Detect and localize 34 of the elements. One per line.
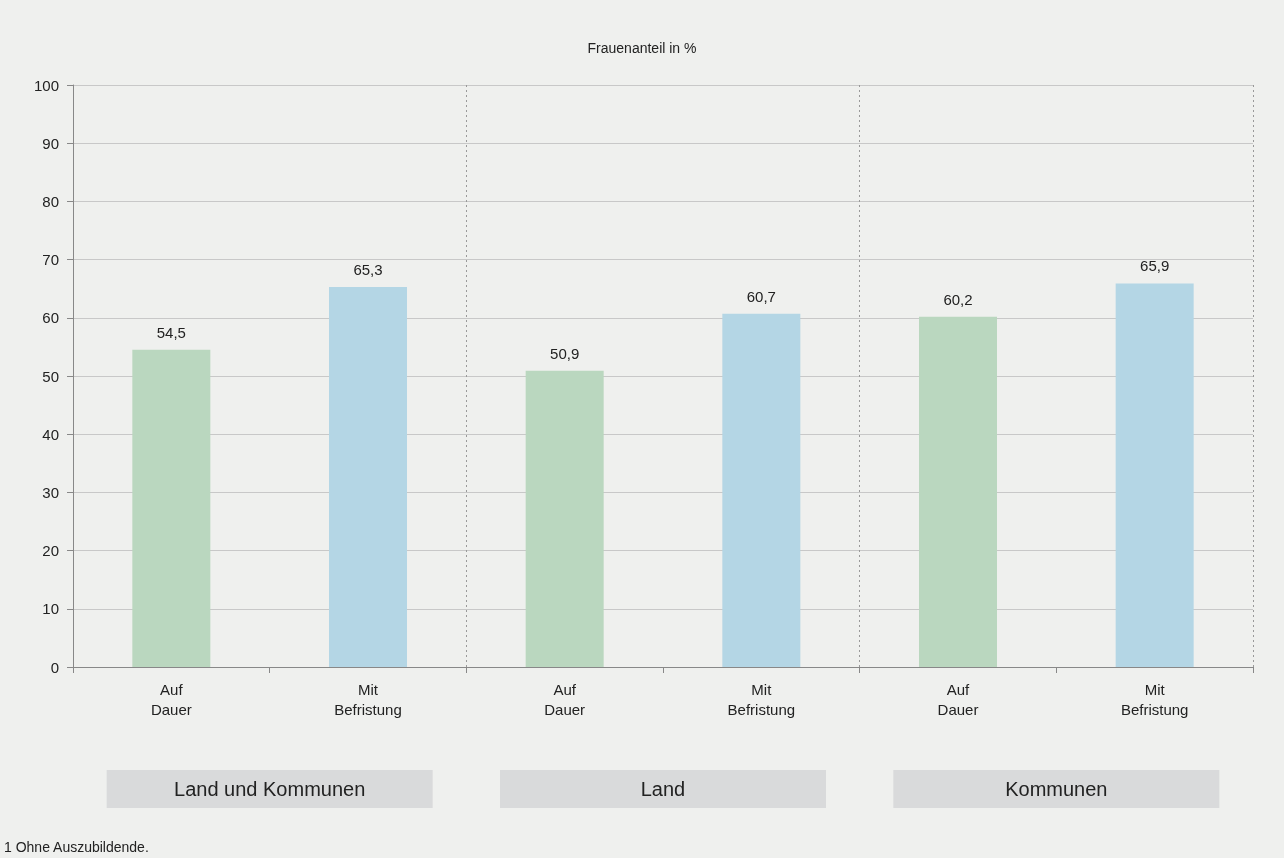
- y-tick-label: 10: [42, 600, 59, 618]
- text: Kommunen: [1005, 778, 1108, 800]
- bar: [132, 349, 211, 667]
- data-label: 65,9: [1140, 257, 1170, 275]
- y-tick-label: 80: [42, 192, 59, 210]
- y-tick-label: 20: [42, 542, 59, 560]
- text: Land: [640, 778, 686, 800]
- bar: [1115, 283, 1194, 667]
- x-tick-label: Auf Dauer: [937, 680, 979, 718]
- text: Land und Kommunen: [174, 778, 366, 800]
- y-tick-label: 90: [42, 134, 59, 152]
- bar: [525, 370, 604, 667]
- y-tick-label: 40: [42, 425, 59, 443]
- x-tick-label: Mit Befristung: [334, 680, 402, 718]
- data-label: 54,5: [156, 323, 186, 341]
- x-tick-label: Mit Befristung: [1120, 680, 1189, 718]
- x-tick-label: Auf Dauer: [150, 680, 192, 718]
- data-label: 50,9: [550, 344, 580, 362]
- data-label: 60,2: [943, 290, 973, 308]
- x-tick-label: Mit Befristung: [727, 680, 796, 718]
- chart-title: Frauenanteil in %: [587, 40, 697, 56]
- bar: [919, 316, 997, 667]
- data-label: 60,7: [746, 287, 776, 305]
- data-label: 65,3: [353, 260, 383, 278]
- y-tick-label: 30: [42, 483, 59, 501]
- y-tick-label: 100: [33, 76, 59, 94]
- y-tick-label: 60: [42, 309, 59, 327]
- bar: [329, 286, 407, 667]
- y-tick-label: 50: [42, 367, 59, 385]
- y-tick-label: 0: [50, 658, 59, 676]
- bar: [722, 313, 801, 667]
- x-tick-label: Auf Dauer: [544, 680, 586, 718]
- y-tick-label: 70: [42, 251, 59, 269]
- text: 1 Ohne Auszubildende.: [4, 839, 149, 855]
